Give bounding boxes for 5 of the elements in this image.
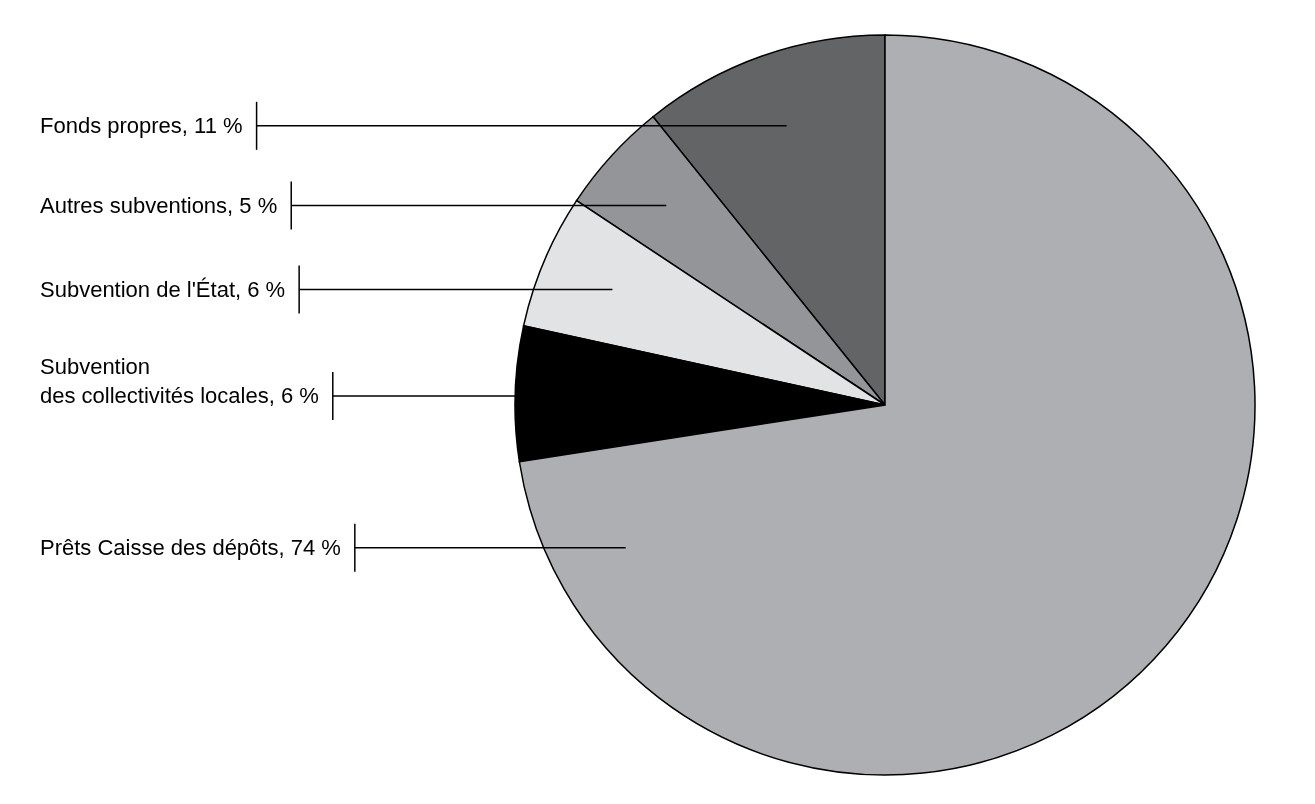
- legend-label: Subvention de l'État, 6 %: [40, 276, 286, 302]
- legend-label: Prêts Caisse des dépôts, 74 %: [40, 534, 341, 560]
- legend-label: Fonds propres, 11 %: [40, 112, 243, 138]
- legend-label: Autres subventions, 5 %: [40, 192, 278, 218]
- legend-label: Subvention des collectivités locales, 6 %: [40, 354, 319, 408]
